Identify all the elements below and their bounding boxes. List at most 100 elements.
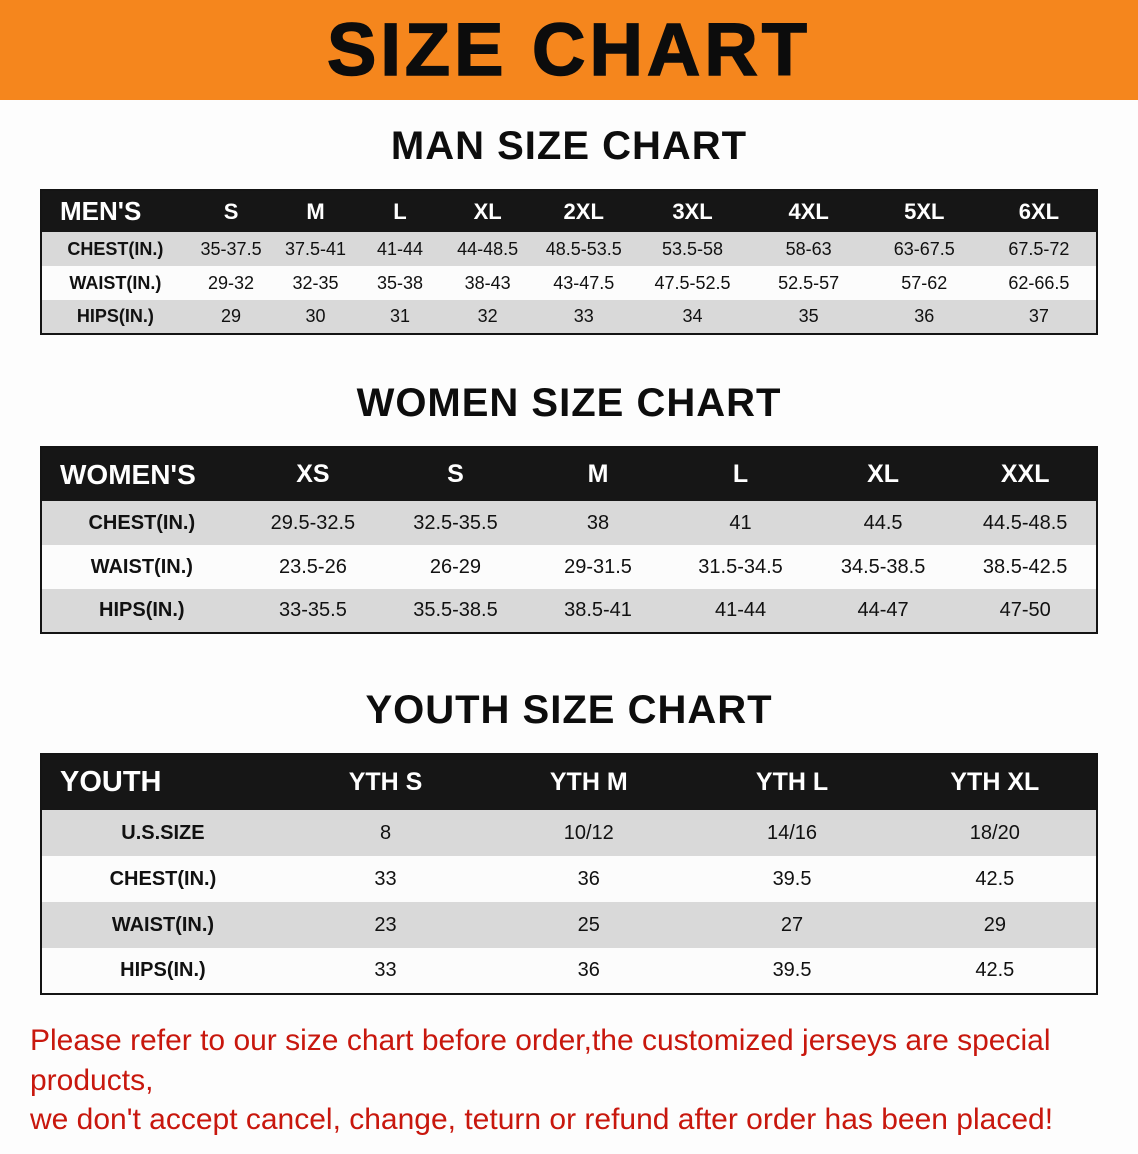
size-value: 41: [729, 511, 752, 534]
page-title: SIZE CHART: [326, 8, 811, 91]
row-label: HIPS(IN.): [76, 306, 154, 326]
size-value: 36: [577, 867, 600, 890]
size-value: 58-63: [785, 238, 832, 259]
size-value: 41-44: [376, 238, 424, 259]
size-value: 33: [374, 959, 397, 981]
header-cell: YTH S: [283, 754, 488, 810]
disclaimer-line-2: we don't accept cancel, change, teturn o…: [30, 1103, 1054, 1137]
header-cell: 4XL: [750, 190, 867, 232]
row-label: CHEST(IN.): [88, 511, 196, 534]
size-value: 39.5: [772, 867, 812, 890]
table-row: CHEST(IN.) 33 36 39.5 42.5: [41, 856, 1097, 902]
size-value: 33: [374, 867, 397, 890]
men-table-title: MEN'S: [41, 190, 189, 232]
table-row: HIPS(IN.) 29 30 31 32 33 34 35 36 37: [41, 300, 1097, 334]
size-value: 44-48.5: [457, 238, 519, 259]
youth-heading: YOUTH SIZE CHART: [365, 688, 773, 732]
size-value: 10/12: [563, 821, 614, 844]
header-cell: YTH XL: [893, 754, 1097, 810]
size-value: 36: [914, 306, 935, 326]
youth-size-table: YOUTH YTH S YTH M YTH L YTH XL U.S.SIZE …: [40, 753, 1098, 995]
size-value: 52.5-57: [778, 272, 840, 293]
size-value: 23.5-26: [278, 555, 347, 578]
size-value: 32: [477, 306, 498, 326]
size-value: 43-47.5: [553, 272, 615, 293]
size-value: 18/20: [969, 821, 1020, 844]
size-value: 47-50: [999, 599, 1051, 621]
size-value: 37.5-41: [285, 238, 347, 259]
header-cell: S: [188, 190, 274, 232]
women-heading: WOMEN SIZE CHART: [356, 381, 782, 425]
size-value: 39.5: [772, 959, 812, 981]
header-cell: YTH L: [690, 754, 894, 810]
table-row: WAIST(IN.) 23 25 27 29: [41, 902, 1097, 948]
header-cell: 3XL: [634, 190, 751, 232]
size-value: 29-32: [208, 272, 255, 293]
header-cell: 5XL: [866, 190, 982, 232]
row-label: CHEST(IN.): [67, 238, 164, 259]
size-value: 38-43: [464, 272, 511, 293]
table-row: HIPS(IN.) 33 36 39.5 42.5: [41, 948, 1097, 994]
size-value: 53.5-58: [661, 238, 724, 259]
header-cell: XXL: [954, 447, 1097, 501]
header-cell: M: [526, 447, 670, 501]
size-value: 35-37.5: [200, 238, 262, 259]
disclaimer-line-1: Please refer to our size chart before or…: [30, 1024, 1051, 1097]
size-value: 67.5-72: [1008, 238, 1070, 259]
header-cell: XL: [442, 190, 534, 232]
size-value: 29-31.5: [564, 555, 632, 578]
size-value: 25: [577, 913, 600, 936]
row-label: HIPS(IN.): [120, 959, 206, 981]
size-value: 26-29: [429, 555, 482, 578]
men-size-table: MEN'S S M L XL 2XL 3XL 4XL 5XL 6XL CHEST…: [40, 189, 1098, 335]
header-cell: L: [357, 190, 443, 232]
size-value: 44.5-48.5: [982, 511, 1068, 534]
size-value: 27: [780, 913, 804, 936]
size-value: 63-67.5: [893, 238, 955, 259]
size-value: 8: [379, 821, 392, 844]
youth-header-row: YOUTH YTH S YTH M YTH L YTH XL: [41, 754, 1097, 810]
size-value: 31: [389, 306, 411, 326]
size-value: 62-66.5: [1008, 272, 1070, 293]
men-heading: MAN SIZE CHART: [390, 124, 748, 168]
header-cell: L: [669, 447, 812, 501]
table-row: WAIST(IN.) 29-32 32-35 35-38 38-43 43-47…: [41, 266, 1097, 300]
row-label: WAIST(IN.): [111, 913, 215, 936]
size-value: 37: [1028, 306, 1049, 326]
size-value: 38.5-41: [564, 599, 632, 621]
women-size-table: WOMEN'S XS S M L XL XXL CHEST(IN.) 29.5-…: [40, 446, 1098, 634]
header-cell: XL: [811, 447, 955, 501]
row-label: U.S.SIZE: [121, 821, 205, 844]
size-value: 33-35.5: [278, 599, 347, 621]
size-value: 57-62: [901, 272, 948, 293]
header-cell: 2XL: [533, 190, 635, 232]
size-value: 31.5-34.5: [698, 555, 783, 578]
size-value: 44-47: [857, 599, 909, 621]
table-row: CHEST(IN.) 35-37.5 37.5-41 41-44 44-48.5…: [41, 232, 1097, 266]
size-value: 30: [305, 306, 326, 326]
size-value: 32-35: [292, 272, 339, 293]
table-row: CHEST(IN.) 29.5-32.5 32.5-35.5 38 41 44.…: [41, 501, 1097, 545]
table-row: U.S.SIZE 8 10/12 14/16 18/20: [41, 810, 1097, 856]
disclaimer: Please refer to our size chart before or…: [0, 1021, 1138, 1140]
size-value: 34: [682, 306, 703, 326]
size-value: 33: [573, 306, 594, 326]
size-value: 29: [983, 913, 1006, 936]
header-cell: YTH M: [487, 754, 691, 810]
youth-section: YOUTH SIZE CHART YOUTH YTH S YTH M YTH L…: [0, 688, 1138, 995]
banner: SIZE CHART: [0, 0, 1138, 100]
size-value: 32.5-35.5: [413, 511, 498, 534]
table-row: HIPS(IN.) 33-35.5 35.5-38.5 38.5-41 41-4…: [41, 589, 1097, 633]
size-value: 23: [374, 913, 397, 936]
size-value: 41-44: [714, 599, 767, 621]
header-cell: S: [384, 447, 527, 501]
header-cell: M: [273, 190, 358, 232]
size-value: 34.5-38.5: [840, 555, 926, 578]
size-value: 29.5-32.5: [270, 511, 356, 534]
row-label: WAIST(IN.): [69, 272, 162, 293]
size-value: 35: [798, 306, 819, 326]
women-section: WOMEN SIZE CHART WOMEN'S XS S M L XL XXL: [0, 381, 1138, 634]
row-label: CHEST(IN.): [109, 867, 217, 890]
row-label: HIPS(IN.): [99, 599, 185, 621]
size-value: 36: [577, 959, 600, 981]
